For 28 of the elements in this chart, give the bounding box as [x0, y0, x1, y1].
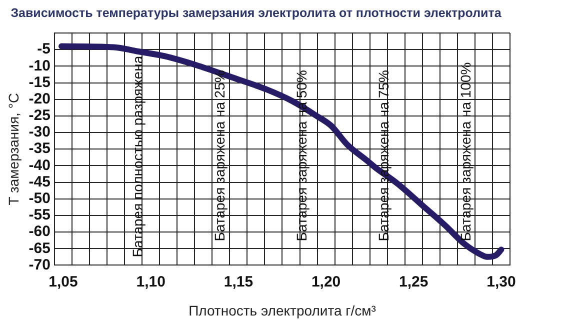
y-tick-label: -5: [37, 40, 50, 58]
y-tick-label: -30: [28, 124, 50, 141]
x-axis-title: Плотность электролита г/см³: [188, 302, 376, 318]
y-tick-label: -10: [28, 57, 50, 74]
y-tick-label: -45: [28, 173, 50, 190]
x-tick-label: 1,30: [486, 273, 516, 290]
y-tick-label: -60: [28, 223, 50, 240]
y-tick-label: -40: [28, 156, 50, 174]
annotation: Батарея заряжена на 100%: [458, 62, 474, 242]
y-tick-label: -25: [28, 107, 50, 124]
annotation: Батарея полностью разряжена: [130, 56, 146, 258]
y-axis-title: T замерзания, °С: [5, 92, 22, 206]
y-tick-label: -15: [28, 74, 50, 91]
x-tick-label: 1,05: [48, 273, 78, 290]
annotation: Батарея заряжена на 75%: [376, 70, 392, 242]
x-tick-label: 1,20: [311, 273, 341, 290]
y-tick-label: -35: [28, 140, 50, 158]
y-tick-label: -55: [28, 206, 50, 224]
annotation: Батарея заряжена на 25%: [212, 70, 228, 242]
x-tick-label: 1,15: [224, 273, 254, 290]
x-tick-label: 1,10: [136, 273, 166, 290]
x-tick-label: 1,25: [399, 273, 428, 290]
y-tick-label: -20: [28, 90, 50, 108]
annotation: Батарея заряжена на 50%: [294, 70, 310, 242]
y-tick-label: -65: [28, 240, 50, 257]
chart-title: Зависимость температуры замерзания электролита от плотности электролита: [10, 6, 502, 20]
y-tick-label: -50: [28, 190, 50, 207]
y-tick-label: -70: [28, 256, 50, 274]
